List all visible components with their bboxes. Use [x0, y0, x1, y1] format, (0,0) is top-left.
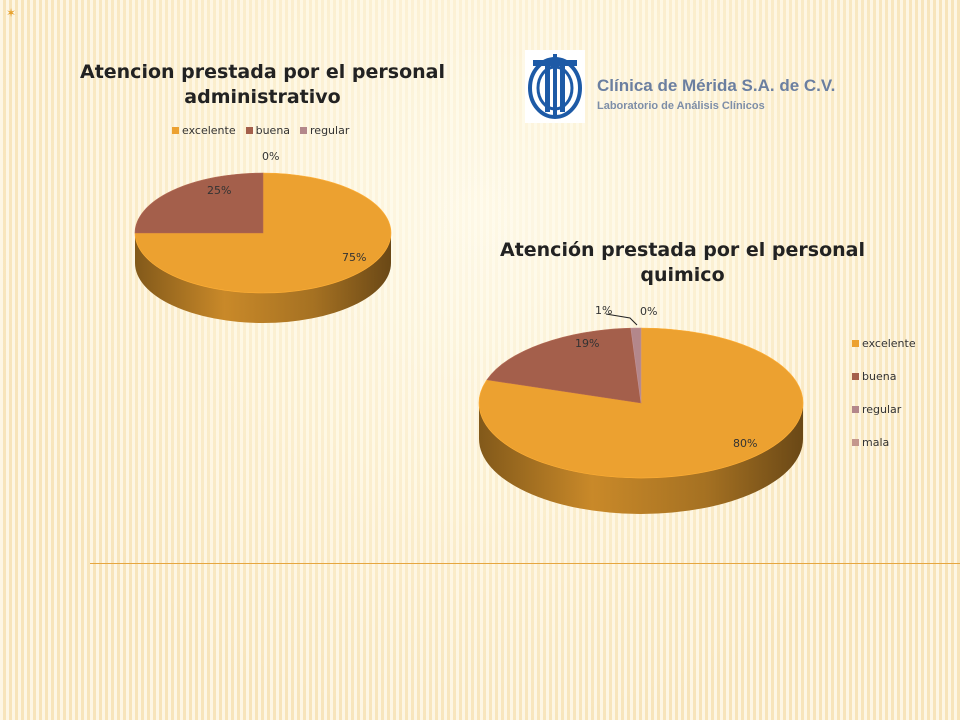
chart1-data-label-buena: 25% — [207, 184, 231, 197]
chart2-data-label-regular: 1% — [595, 304, 612, 317]
legend-swatch — [852, 340, 859, 347]
chart2-legend-item-regular: regular — [852, 403, 916, 416]
chart1-data-label-regular: 0% — [262, 150, 279, 163]
chart1-pie: 75% 25% 0% — [134, 150, 392, 323]
chart2-title: Atención prestada por el personal quimic… — [499, 239, 865, 286]
legend-label: regular — [862, 403, 902, 416]
legend-swatch — [852, 406, 859, 413]
chart2-slice-side-excelente — [479, 403, 803, 514]
chart1-legend-item-regular: regular — [300, 124, 349, 137]
chart2-slice-regular — [630, 327, 642, 404]
chart1-title: Atencion prestada por el personal admini… — [79, 61, 445, 108]
chart2-leader-line — [605, 313, 638, 326]
legend-swatch — [852, 439, 859, 446]
chart2-legend-item-excelente: excelente — [852, 337, 916, 350]
legend-label: buena — [862, 370, 897, 383]
legend-swatch — [300, 127, 308, 134]
chart2-pie: 80% 19% 1% 0% — [478, 304, 804, 514]
chart2-slice-buena — [486, 327, 642, 404]
legend-label: buena — [255, 124, 291, 137]
clinic-subtitle: Laboratorio de Análisis Clínicos — [597, 100, 765, 112]
chart1-legend-item-excelente: excelente — [172, 124, 236, 137]
legend-label: excelente — [182, 124, 236, 137]
chart2-data-label-mala: 0% — [640, 305, 657, 318]
chart2-legend-item-buena: buena — [852, 370, 916, 383]
legend-swatch — [852, 373, 859, 380]
chart1-data-label-excelente: 75% — [342, 251, 366, 264]
chart1-legend-item-buena: buena — [245, 124, 291, 137]
legend-swatch — [172, 127, 179, 134]
chart2-data-label-buena: 19% — [575, 337, 599, 350]
chart1-slice-excelente — [134, 172, 392, 294]
divider-line — [90, 563, 960, 564]
corner-star-icon: ✶ — [6, 6, 17, 20]
chart2-legend: excelente buena regular mala — [852, 337, 916, 469]
legend-label: mala — [862, 436, 890, 449]
chart1-slice-buena — [134, 172, 264, 234]
legend-swatch — [245, 127, 253, 134]
chart2-legend-item-mala: mala — [852, 436, 916, 449]
chart1-legend: excelente buena regular — [172, 124, 349, 137]
legend-label: regular — [310, 124, 350, 137]
clinic-logo-icon — [525, 50, 585, 123]
clinic-brand: Clínica de Mérida S.A. de C.V. Laborator… — [525, 50, 905, 125]
chart1-slice-side-excelente — [135, 233, 391, 323]
legend-label: excelente — [862, 337, 916, 350]
clinic-name: Clínica de Mérida S.A. de C.V. — [597, 76, 836, 95]
chart2-data-label-excelente: 80% — [733, 437, 757, 450]
